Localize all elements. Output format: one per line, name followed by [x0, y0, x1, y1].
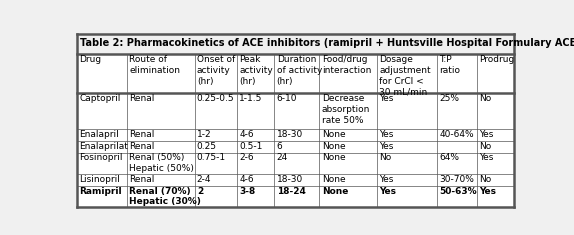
Text: Lisinopril: Lisinopril — [79, 175, 120, 184]
Text: Onset of
activity
(hr): Onset of activity (hr) — [197, 55, 235, 86]
Text: 25%: 25% — [439, 94, 459, 103]
Text: None: None — [321, 130, 346, 139]
Bar — [77, 93, 514, 129]
Text: Table 2: Pharmacokinetics of ACE inhibitors (ramipril + Huntsville Hospital Form: Table 2: Pharmacokinetics of ACE inhibit… — [80, 38, 574, 48]
Text: 18-30: 18-30 — [277, 175, 303, 184]
Bar — [77, 174, 514, 186]
Text: 1-2: 1-2 — [197, 130, 211, 139]
Text: Yes: Yes — [379, 130, 394, 139]
Text: T:P
ratio: T:P ratio — [439, 55, 460, 75]
Text: 2-4: 2-4 — [197, 175, 211, 184]
Text: Ramipril: Ramipril — [79, 187, 122, 196]
Text: 18-24: 18-24 — [277, 187, 305, 196]
Text: Renal (70%)
Hepatic (30%): Renal (70%) Hepatic (30%) — [129, 187, 201, 206]
Text: Renal: Renal — [129, 141, 154, 151]
Text: 3-8: 3-8 — [239, 187, 255, 196]
Text: Yes: Yes — [479, 153, 494, 162]
Text: Dosage
adjustment
for CrCl <
30 mL/min: Dosage adjustment for CrCl < 30 mL/min — [379, 55, 431, 96]
Text: 50-63%: 50-63% — [439, 187, 477, 196]
Text: Renal: Renal — [129, 94, 154, 103]
Bar — [77, 186, 514, 207]
Text: Yes: Yes — [479, 130, 494, 139]
Text: No: No — [479, 94, 491, 103]
Text: None: None — [321, 175, 346, 184]
Text: 30-70%: 30-70% — [439, 175, 474, 184]
Bar — [77, 141, 514, 153]
Text: Decrease
absorption
rate 50%: Decrease absorption rate 50% — [321, 94, 370, 125]
Text: Yes: Yes — [379, 175, 394, 184]
Text: Yes: Yes — [379, 141, 394, 151]
Text: Renal (50%)
Hepatic (50%): Renal (50%) Hepatic (50%) — [129, 153, 194, 173]
Text: 6-10: 6-10 — [277, 94, 297, 103]
Text: Fosinopril: Fosinopril — [79, 153, 123, 162]
Text: 0.25-0.5: 0.25-0.5 — [197, 94, 234, 103]
Text: Enalapril: Enalapril — [79, 130, 119, 139]
Text: Yes: Yes — [479, 187, 496, 196]
Text: Peak
activity
(hr): Peak activity (hr) — [239, 55, 273, 86]
Text: Renal: Renal — [129, 130, 154, 139]
Text: Drug: Drug — [79, 55, 102, 64]
Text: Yes: Yes — [379, 187, 396, 196]
Text: 40-64%: 40-64% — [439, 130, 474, 139]
Text: 4-6: 4-6 — [239, 175, 254, 184]
Text: 0.5-1: 0.5-1 — [239, 141, 263, 151]
Text: No: No — [479, 141, 491, 151]
Text: 2: 2 — [197, 187, 203, 196]
Text: 4-6: 4-6 — [239, 130, 254, 139]
Text: Duration
of activity
(hr): Duration of activity (hr) — [277, 55, 322, 86]
Text: No: No — [379, 153, 391, 162]
Text: Food/drug
interaction: Food/drug interaction — [321, 55, 371, 75]
Text: 0.25: 0.25 — [197, 141, 217, 151]
Text: 64%: 64% — [439, 153, 459, 162]
Text: None: None — [321, 187, 348, 196]
Bar — [77, 55, 514, 93]
Text: 0.75-1: 0.75-1 — [197, 153, 226, 162]
Bar — [77, 153, 514, 174]
Text: Prodrug: Prodrug — [479, 55, 514, 64]
Text: Route of
elimination: Route of elimination — [129, 55, 180, 75]
Bar — [77, 129, 514, 141]
Text: 24: 24 — [277, 153, 288, 162]
Bar — [77, 34, 514, 55]
Text: Captopril: Captopril — [79, 94, 121, 103]
Text: No: No — [479, 175, 491, 184]
Text: Enalaprilat: Enalaprilat — [79, 141, 128, 151]
Text: 18-30: 18-30 — [277, 130, 303, 139]
Text: Renal: Renal — [129, 175, 154, 184]
Text: 6: 6 — [277, 141, 282, 151]
Text: 2-6: 2-6 — [239, 153, 254, 162]
Text: None: None — [321, 141, 346, 151]
Text: None: None — [321, 153, 346, 162]
Text: Yes: Yes — [379, 94, 394, 103]
Text: 1-1.5: 1-1.5 — [239, 94, 263, 103]
